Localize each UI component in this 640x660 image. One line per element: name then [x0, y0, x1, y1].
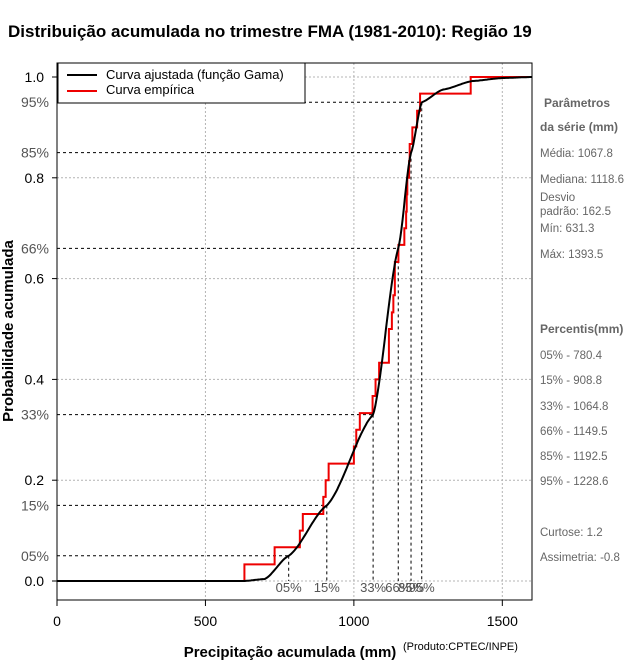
grid	[56, 63, 532, 600]
empirical-curve	[57, 76, 532, 582]
percentil-row: 85% - 1192.5	[540, 451, 608, 463]
stat-assimetria: Assimetria: -0.8	[540, 552, 620, 564]
y-percentile-label: 33%	[21, 407, 49, 423]
legend-box	[57, 62, 306, 104]
percentil-row: 33% - 1064.8	[540, 401, 608, 413]
y-tick-label: 1.0	[25, 69, 45, 85]
x-axis-label: Precipitação acumulada (mm)	[184, 644, 397, 660]
x-tick-label: 1500	[487, 613, 518, 629]
stat-min: Mín: 631.3	[540, 223, 594, 235]
y-tick-label: 0.2	[25, 472, 45, 488]
percentil-row: 66% - 1149.5	[540, 426, 608, 438]
y-axis-label: Probabilidade acumulada	[0, 239, 17, 421]
y-tick-label: 0.4	[25, 371, 45, 387]
params-heading: Parâmetros	[544, 96, 610, 110]
percentil-row: 05% - 780.4	[540, 350, 603, 362]
legend-label-empirical: Curva empírica	[106, 82, 195, 97]
fitted-curve	[57, 76, 532, 582]
y-percentile-label: 15%	[21, 497, 49, 513]
stat-desvio-1: Desvio	[540, 192, 575, 204]
chart-title: Distribuição acumulada no trimestre FMA …	[8, 22, 532, 41]
stats-sidebar: Parâmetros da série (mm) Média: 1067.8 M…	[540, 96, 624, 564]
x-percentile-label: 05%	[276, 580, 302, 595]
percentis-heading: Percentis(mm)	[540, 322, 623, 336]
y-percentile-label: 05%	[21, 548, 49, 564]
stat-mediana: Mediana: 1118.6	[540, 174, 624, 186]
percentile-guides: 05% 15% 33% 66%85%95%	[57, 101, 435, 595]
x-tick-label: 0	[53, 613, 61, 629]
plot-frame	[56, 62, 533, 601]
percentil-row: 15% - 908.8	[540, 375, 602, 387]
curves	[57, 76, 532, 582]
x-tick-label: 1000	[338, 613, 369, 629]
legend: Curva ajustada (função Gama) Curva empír…	[57, 62, 306, 104]
y-percentile-label: 85%	[21, 145, 49, 161]
x-axis: 0 500 1000 1500	[53, 600, 518, 629]
y-tick-label: 0.0	[25, 573, 45, 589]
y-tick-label: 0.8	[25, 170, 45, 186]
x-percentile-label: 33%	[360, 580, 386, 595]
y-percentile-label: 95%	[21, 94, 49, 110]
stat-max: Máx: 1393.5	[540, 249, 603, 261]
stat-desvio-2: padrão: 162.5	[540, 206, 611, 218]
y-axis: 0.0 0.2 0.4 0.6 0.8 1.0 05% 15% 33% 66% 85% 95%	[21, 69, 57, 589]
legend-label-fitted: Curva ajustada (função Gama)	[106, 67, 284, 82]
credit-text: (Produto:CPTEC/INPE)	[403, 641, 518, 653]
stat-curtose: Curtose: 1.2	[540, 527, 603, 539]
y-percentile-label: 66%	[21, 240, 49, 256]
x-percentile-label: 66%	[385, 580, 411, 595]
x-percentile-label: 95%	[409, 580, 435, 595]
percentil-row: 95% - 1228.6	[540, 476, 608, 488]
stat-media: Média: 1067.8	[540, 148, 613, 160]
x-tick-label: 500	[194, 613, 218, 629]
y-tick-label: 0.6	[25, 271, 45, 287]
x-percentile-label: 85%	[398, 580, 424, 595]
params-subheading: da série (mm)	[540, 120, 618, 134]
x-percentile-label: 15%	[314, 580, 340, 595]
